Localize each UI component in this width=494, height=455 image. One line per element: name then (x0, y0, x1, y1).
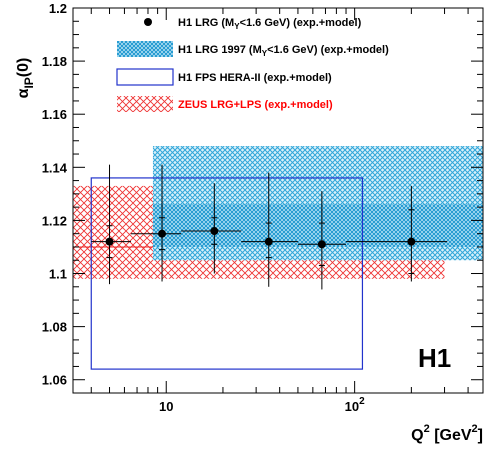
data-point-layer (91, 164, 448, 290)
legend-entry-h1_lrg_1997: H1 LRG 1997 (MY<1.6 GeV) (exp.+model) (117, 41, 389, 58)
data-marker (105, 237, 114, 246)
data-marker (407, 237, 416, 246)
data-marker (264, 237, 273, 246)
h1-lrg-point-6 (346, 185, 448, 282)
h1-fps-box (90, 177, 364, 370)
h1-lrg-point-5 (297, 191, 347, 290)
x-axis-ticks: 10 102 (90, 8, 469, 414)
h1-lrg-point-3 (181, 183, 242, 274)
y-tick-label: 1.06 (42, 373, 67, 388)
data-marker (210, 227, 219, 236)
x-axis-label: Q2 [GeV2] (411, 423, 483, 444)
legend-label: H1 FPS HERA-II (exp.+model) (178, 72, 332, 84)
y-tick-label: 1.1 (49, 267, 67, 282)
legend-marker (144, 18, 152, 26)
y-tick-label: 1.14 (42, 160, 68, 175)
legend-entry-zeus: ZEUS LRG+LPS (exp.+model) (117, 96, 333, 112)
x-tick-label: 102 (345, 396, 365, 414)
h1-lrg-point-2 (130, 164, 182, 282)
legend-swatch (117, 41, 173, 57)
x-tick-label: 10 (159, 399, 173, 414)
axes-box (72, 7, 484, 394)
h1-badge: H1 (418, 343, 451, 373)
legend-swatch (116, 68, 174, 86)
band-layer (73, 146, 483, 370)
h1-lrg-point-1 (91, 164, 131, 285)
legend-label: ZEUS LRG+LPS (exp.+model) (178, 99, 333, 111)
plot-frame (72, 7, 484, 394)
data-marker (158, 229, 167, 238)
h1-lrg-point-4 (241, 172, 298, 287)
y-axis-label: αIP(0) (15, 58, 36, 99)
y-axis-ticks: 1.06 1.08 1.1 1.12 1.14 1.16 1.18 1.2 (42, 1, 483, 388)
y-tick-label: 1.18 (42, 54, 67, 69)
y-tick-label: 1.16 (42, 107, 67, 122)
data-marker (317, 240, 326, 249)
y-tick-label: 1.12 (42, 213, 67, 228)
y-tick-label: 1.08 (42, 320, 67, 335)
legend-label: H1 LRG 1997 (MY<1.6 GeV) (exp.+model) (178, 44, 389, 58)
legend: H1 LRG (MY<1.6 GeV) (exp.+model) H1 LRG 1… (116, 17, 389, 112)
legend-label: H1 LRG (MY<1.6 GeV) (exp.+model) (178, 17, 362, 31)
legend-entry-h1_fps: H1 FPS HERA-II (exp.+model) (116, 68, 332, 86)
legend-entry-h1_lrg: H1 LRG (MY<1.6 GeV) (exp.+model) (144, 17, 362, 31)
legend-swatch (117, 96, 173, 112)
h1-lrg-1997-inner-band (152, 204, 483, 247)
y-tick-label: 1.2 (49, 1, 67, 16)
